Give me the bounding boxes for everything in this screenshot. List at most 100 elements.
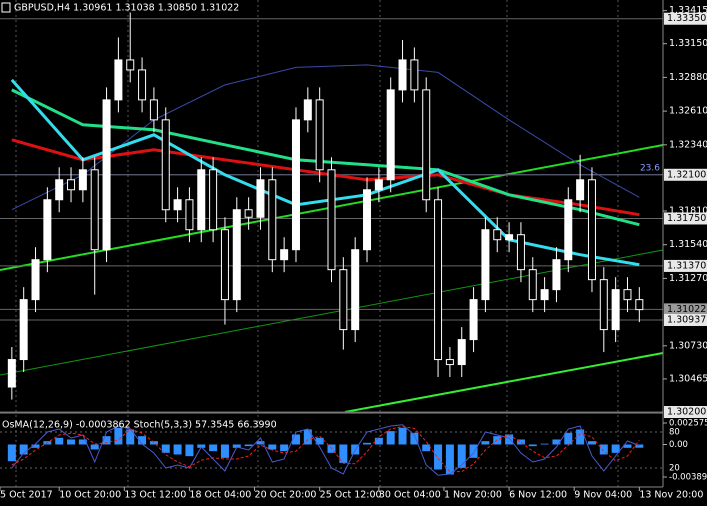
x-tick-label: 9 Nov 04:00 [574, 490, 632, 501]
x-tick-label: 13 Oct 12:00 [124, 490, 186, 501]
osma-bar [256, 441, 265, 445]
candle-body [138, 69, 147, 101]
oscillator-title: OsMA(12,26,9) -0.0003862 Stoch(5,3,3) 57… [2, 420, 277, 431]
osma-bar [114, 427, 123, 445]
osma-bar [280, 444, 289, 452]
y-tick-label: 1.32340 [669, 139, 707, 150]
candle-body [540, 289, 549, 301]
osma-bar [220, 444, 229, 458]
osma-bar [173, 444, 182, 455]
candle-body [457, 339, 466, 366]
osma-bar [90, 444, 99, 450]
candle-body [398, 59, 407, 91]
candle-body [244, 209, 253, 218]
osma-bar [410, 432, 419, 445]
osma-bar [149, 441, 158, 445]
osma-bar [232, 444, 241, 448]
osma-bar [481, 441, 490, 445]
osma-bar [564, 432, 573, 445]
osma-bar [469, 444, 478, 458]
candle-body [185, 199, 194, 231]
y-tick-label: 1.32610 [669, 106, 707, 117]
osma-bar [611, 444, 620, 453]
candle-body [280, 249, 289, 261]
osma-bar [528, 444, 537, 447]
osma-bar [31, 444, 40, 448]
candle-body [161, 119, 170, 211]
candle-body [268, 179, 277, 261]
level-label: 1.31370 [667, 260, 706, 271]
candle-body [114, 59, 123, 101]
osma-bar [209, 444, 218, 452]
level-label: 1.31022 [667, 304, 706, 315]
osma-bar [398, 427, 407, 445]
candle-body [149, 99, 158, 121]
osma-bar [374, 437, 383, 445]
candle-body [481, 229, 490, 301]
osma-bar [102, 436, 111, 445]
y-tick-label: 1.30730 [669, 340, 707, 351]
level-box [664, 406, 707, 418]
candle-body [7, 359, 16, 388]
level-label: 1.31750 [667, 213, 706, 224]
x-tick-label: 10 Oct 20:00 [59, 490, 121, 501]
level-box [664, 313, 707, 326]
osma-bar [303, 429, 312, 445]
level-box [664, 303, 707, 316]
candle-body [67, 179, 76, 191]
osma-bar [67, 439, 76, 445]
candle-body [623, 289, 632, 301]
candle-body [599, 279, 608, 331]
osma-bar [185, 444, 194, 457]
osma-bar [55, 437, 64, 445]
level-label: 1.30200 [667, 407, 706, 418]
candle-body [505, 234, 514, 241]
x-tick-label: 13 Nov 20:00 [639, 490, 703, 501]
chart-title: GBPUSD,H4 1.30961 1.31038 1.30850 1.3102… [14, 3, 239, 14]
candle-body [564, 199, 573, 261]
osma-bar [576, 429, 585, 445]
y-tick-label: 1.31270 [669, 273, 707, 284]
osma-bar [623, 444, 632, 448]
candle-body [232, 209, 241, 301]
level-box [664, 259, 707, 272]
level-box [664, 168, 707, 181]
x-tick-label: 30 Oct 04:00 [379, 490, 441, 501]
price-panel: 23.6 [0, 12, 663, 413]
candle-body [635, 299, 644, 311]
candle-body [434, 199, 443, 361]
osma-bar [339, 444, 348, 463]
osma-bar [138, 436, 147, 445]
candle-body [351, 249, 360, 331]
candle-body [327, 169, 336, 271]
level-label: 1.32100 [667, 169, 706, 180]
candle-body [469, 299, 478, 341]
candle-body [576, 179, 585, 201]
osma-bar [505, 434, 514, 445]
osma-bar [291, 434, 300, 445]
y-tick-label: 1.33150 [669, 38, 707, 49]
candle-body [291, 119, 300, 251]
y-tick-label: 1.30465 [669, 373, 707, 384]
candle-body [516, 234, 525, 271]
oscillator-panel [0, 424, 663, 476]
symbol-icon [1, 2, 11, 13]
osc-y-tick-label: 0.00 [669, 440, 688, 450]
x-tick-label: 5 Oct 2017 [0, 490, 53, 501]
osma-bar [434, 444, 443, 470]
x-tick-label: 1 Nov 20:00 [444, 490, 502, 501]
osma-bar [126, 429, 135, 445]
candle-body [220, 229, 229, 301]
candle-body [31, 259, 40, 301]
osma-bar [552, 439, 561, 445]
osma-bar [386, 431, 395, 445]
candle-body [363, 189, 372, 251]
candle-body [493, 229, 502, 241]
x-tick-label: 25 Oct 12:00 [320, 490, 382, 501]
y-tick-label: 1.31810 [669, 205, 707, 216]
osma-bar [19, 444, 28, 455]
candle-body [587, 179, 596, 281]
x-tick-label: 20 Oct 20:00 [255, 490, 317, 501]
